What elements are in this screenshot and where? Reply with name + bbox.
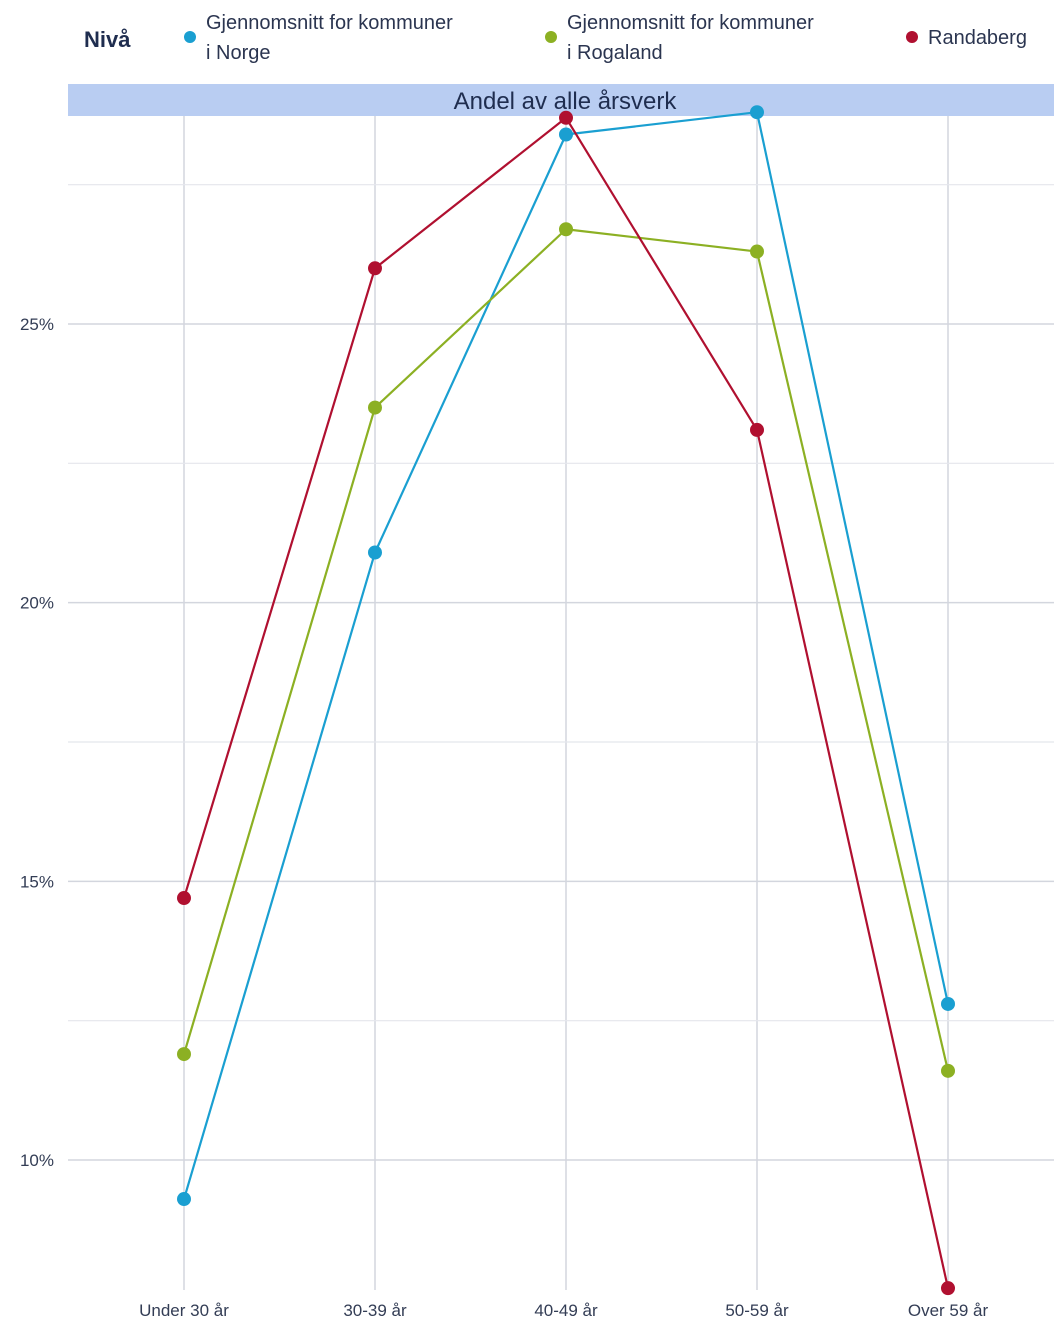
data-point xyxy=(177,1192,191,1207)
data-point xyxy=(750,244,764,259)
data-point xyxy=(941,1063,955,1078)
legend-label-norge-line2: i Norge xyxy=(206,42,270,64)
legend-item-rogaland[interactable]: Gjennomsnitt for kommuner i Rogaland xyxy=(545,12,814,64)
x-tick-label: Under 30 år xyxy=(139,1301,229,1320)
facet-strip-background xyxy=(68,84,1054,116)
facet-label: Andel av alle årsverk xyxy=(454,88,678,115)
legend-marker-randaberg xyxy=(906,31,918,43)
x-tick-label: Over 59 år xyxy=(908,1301,989,1320)
data-point xyxy=(368,545,382,560)
data-point xyxy=(559,127,573,142)
legend-item-norge[interactable]: Gjennomsnitt for kommuner i Norge xyxy=(184,12,453,64)
x-axis-tick-labels: Under 30 år 30-39 år 40-49 år 50-59 år Over … xyxy=(139,1301,988,1320)
facet-strip: Andel av alle årsverk xyxy=(68,84,1054,116)
y-tick-label: 10% xyxy=(20,1151,54,1170)
y-axis-tick-labels: 10% 15% 20% 25% xyxy=(20,315,54,1170)
data-point xyxy=(559,110,573,125)
data-point xyxy=(750,105,764,120)
legend-title: Nivå xyxy=(84,27,131,52)
legend-label-rogaland-line1: Gjennomsnitt for kommuner xyxy=(567,12,814,34)
series-group xyxy=(177,110,955,1296)
data-point xyxy=(368,400,382,415)
legend-label-rogaland-line2: i Rogaland xyxy=(567,42,663,64)
legend-label-norge-line1: Gjennomsnitt for kommuner xyxy=(206,12,453,34)
data-point xyxy=(368,261,382,276)
data-point xyxy=(177,1047,191,1062)
series-lines xyxy=(177,105,955,1296)
y-tick-label: 20% xyxy=(20,594,54,613)
data-point xyxy=(941,996,955,1011)
gridlines xyxy=(68,116,1054,1290)
legend-item-randaberg[interactable]: Randaberg xyxy=(906,27,1027,49)
y-tick-label: 25% xyxy=(20,315,54,334)
x-tick-label: 50-59 år xyxy=(725,1301,789,1320)
data-point xyxy=(177,891,191,906)
x-tick-label: 40-49 år xyxy=(534,1301,598,1320)
legend: Nivå Gjennomsnitt for kommuner i Norge G… xyxy=(84,12,1027,64)
legend-marker-rogaland xyxy=(545,31,557,43)
legend-label-randaberg: Randaberg xyxy=(928,27,1027,49)
data-point xyxy=(750,422,764,437)
data-point xyxy=(559,222,573,237)
series-group xyxy=(177,222,955,1078)
series-group xyxy=(177,105,955,1207)
y-tick-label: 15% xyxy=(20,872,54,891)
legend-marker-norge xyxy=(184,31,196,43)
plot-area: 10% 15% 20% 25% Under 30 år 30-39 år 40-49 år… xyxy=(20,105,1054,1320)
x-tick-label: 30-39 år xyxy=(343,1301,407,1320)
data-point xyxy=(941,1281,955,1296)
